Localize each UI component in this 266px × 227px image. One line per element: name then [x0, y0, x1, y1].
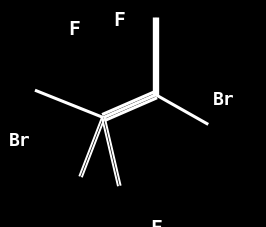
Text: F: F	[68, 20, 80, 39]
Text: Br: Br	[9, 132, 30, 150]
Text: F: F	[113, 11, 125, 30]
Text: F: F	[150, 218, 162, 227]
Text: Br: Br	[213, 91, 235, 109]
